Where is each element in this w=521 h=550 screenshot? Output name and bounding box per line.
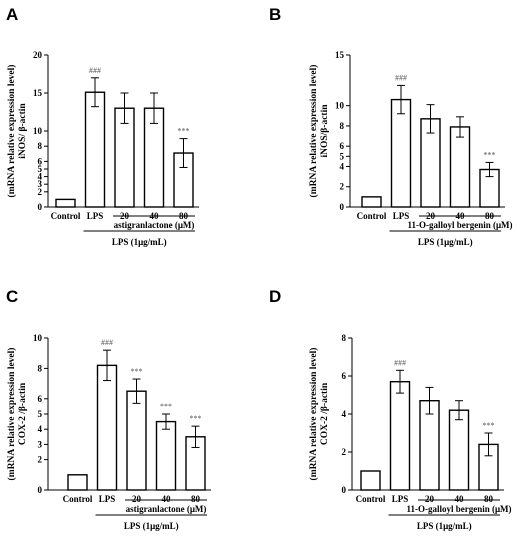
y-tick-label: 10: [33, 126, 43, 136]
significance-marker: ###: [101, 338, 113, 347]
significance-marker: ***: [483, 421, 495, 430]
y-tick-label: 0: [38, 202, 43, 212]
significance-marker: ***: [190, 414, 202, 423]
y-tick-label: 0: [340, 202, 345, 212]
y-tick-label: 4: [340, 161, 345, 171]
y-tick-label: 4: [38, 424, 43, 434]
y-tick-label: 2: [38, 187, 43, 197]
significance-marker: ***: [178, 127, 190, 136]
y-tick-label: 8: [340, 121, 345, 131]
y-tick-label: 4: [342, 409, 347, 419]
y-axis-label: COX-2 /β-actin: [320, 382, 330, 445]
category-label: 40: [162, 494, 172, 504]
y-axis-label: COX-2 /β-actin: [18, 382, 28, 445]
bar-Control: [361, 196, 382, 208]
y-tick-label: 8: [38, 363, 43, 373]
treatment-label: 11-O-galloyl bergenin (μM): [407, 220, 512, 230]
y-tick-label: 2: [340, 182, 345, 192]
category-label: 80: [191, 494, 201, 504]
significance-marker: ###: [395, 73, 407, 82]
y-tick-label: 20: [33, 50, 43, 60]
y-tick-label: 2: [342, 447, 347, 457]
significance-marker: ***: [160, 402, 172, 411]
y-tick-label: 3: [38, 439, 43, 449]
y-tick-label: 6: [342, 371, 347, 381]
panel-C: C 0 2 3 4 5 6 8 10 COX-2 /β-actin(mRNA relative e…: [6, 287, 211, 531]
treatment-label: 11-O-galloyl bergenin (μM): [406, 504, 511, 514]
category-label: Control: [63, 494, 93, 504]
y-tick-label: 5: [38, 409, 43, 419]
y-tick-label: 10: [335, 101, 345, 111]
significance-marker: ###: [89, 66, 101, 75]
significance-marker: ***: [484, 150, 496, 159]
bar-LPS: [96, 364, 118, 491]
category-label: LPS: [87, 211, 104, 221]
category-label: 40: [455, 494, 465, 504]
panel-letter: C: [6, 287, 18, 306]
panel-letter: A: [6, 5, 18, 24]
category-label: 20: [132, 494, 142, 504]
bar-Control: [67, 474, 88, 491]
bar-40: [449, 126, 471, 208]
y-axis-label-units: (mRNA relative expression level): [6, 65, 17, 198]
lps-label: LPS (1μg/mL): [112, 237, 167, 247]
significance-marker: ***: [131, 367, 143, 376]
treatment-label: astigranlactone (μM): [126, 504, 207, 514]
y-tick-label: 4: [38, 172, 43, 182]
y-axis-label: iNOS/β-actin: [320, 104, 330, 158]
bar-Control: [360, 470, 381, 491]
y-tick-label: 2: [38, 455, 43, 465]
y-axis-label-units: (mRNA relative expression level): [308, 348, 319, 481]
category-label: LPS: [393, 211, 410, 221]
bar-20: [126, 390, 147, 491]
y-axis-label-units: (mRNA relative expression level): [308, 65, 319, 198]
bar-LPS: [390, 98, 412, 208]
y-axis-label-units: (mRNA relative expression level): [6, 348, 17, 481]
bar-40: [155, 420, 177, 491]
category-label: LPS: [99, 494, 116, 504]
y-tick-label: 6: [340, 141, 345, 151]
y-tick-label: 0: [38, 485, 43, 495]
y-tick-label: 5: [340, 151, 345, 161]
panel-D: D 0 2 4 6 8 COX-2 /β-actin(mRNA relative expre…: [269, 287, 512, 531]
y-tick-label: 5: [38, 164, 43, 174]
treatment-label: astigranlactone (μM): [114, 220, 195, 230]
y-tick-label: 0: [342, 485, 347, 495]
panel-letter: D: [269, 287, 281, 306]
y-tick-label: 15: [335, 50, 345, 60]
y-tick-label: 6: [38, 156, 43, 166]
lps-label: LPS (1μg/mL): [417, 521, 472, 531]
y-tick-label: 6: [38, 394, 43, 404]
category-label: Control: [356, 494, 386, 504]
bar-40: [448, 409, 470, 491]
lps-label: LPS (1μg/mL): [124, 521, 179, 531]
y-tick-label: 3: [38, 179, 43, 189]
category-label: Control: [357, 211, 387, 221]
category-label: 20: [425, 494, 435, 504]
category-label: LPS: [392, 494, 409, 504]
bar-LPS: [84, 91, 106, 208]
category-label: 80: [484, 494, 494, 504]
panel-B: B 0 2 456 8 10 15 iNOS/β-actin(mRNA relative ex…: [269, 5, 513, 247]
y-tick-label: 8: [38, 141, 43, 151]
bar-LPS: [389, 381, 411, 491]
lps-label: LPS (1μg/mL): [418, 237, 473, 247]
y-axis-label: iNOS/ β-actin: [18, 103, 28, 159]
y-tick-label: 15: [33, 88, 43, 98]
significance-marker: ###: [394, 358, 406, 367]
bar-Control: [55, 198, 76, 208]
y-tick-label: 8: [342, 333, 347, 343]
category-label: Control: [51, 211, 81, 221]
y-tick-label: 10: [33, 333, 43, 343]
panel-letter: B: [269, 5, 281, 24]
